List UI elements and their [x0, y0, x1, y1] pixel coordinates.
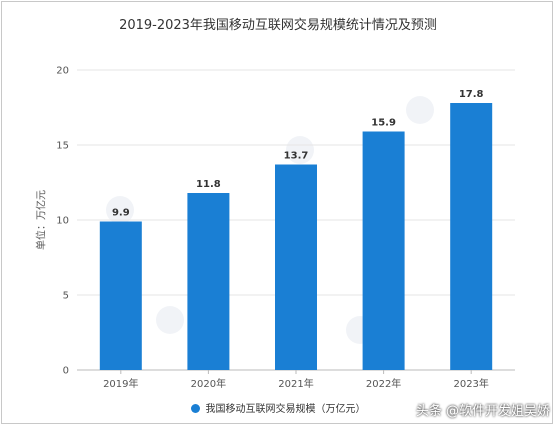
y-tick-label-1: 5: [63, 291, 69, 302]
x-tick-label-3: 2022年: [366, 377, 401, 390]
y-tick-label-0: 0: [63, 366, 69, 377]
x-tick-label-4: 2023年: [453, 377, 488, 390]
legend-marker: [190, 404, 200, 413]
watermark-mark-3: [156, 306, 184, 334]
y-tick-label-2: 10: [56, 216, 69, 227]
data-label-4: 17.8: [459, 89, 484, 100]
x-tick-label-2: 2021年: [278, 377, 313, 390]
bar-4: [450, 103, 493, 370]
bar-2: [275, 164, 317, 370]
y-tick-label-3: 15: [56, 141, 69, 152]
legend: 我国移动互联网交易规模（万亿元）: [0, 400, 556, 415]
bar-3: [362, 131, 405, 370]
y-tick-label-4: 20: [56, 66, 69, 77]
bar-1: [187, 193, 230, 370]
x-tick-label-0: 2019年: [103, 377, 138, 390]
watermark-mark-2: [406, 96, 434, 124]
chart-title: 2019-2023年我国移动互联网交易规模统计情况及预测: [119, 18, 437, 33]
data-label-0: 9.9: [112, 208, 130, 219]
x-tick-label-1: 2020年: [191, 377, 226, 390]
bar-0: [99, 221, 142, 370]
watermark-mark-1: [286, 136, 314, 164]
watermark-mark-0: [106, 196, 134, 224]
watermark-logo: 头条 @软件开发姐吴娇: [415, 404, 550, 419]
legend-label: 我国移动互联网交易规模（万亿元）: [205, 404, 366, 415]
data-label-2: 13.7: [284, 151, 309, 162]
data-label-3: 15.9: [371, 118, 396, 129]
data-label-1: 11.8: [196, 179, 221, 190]
